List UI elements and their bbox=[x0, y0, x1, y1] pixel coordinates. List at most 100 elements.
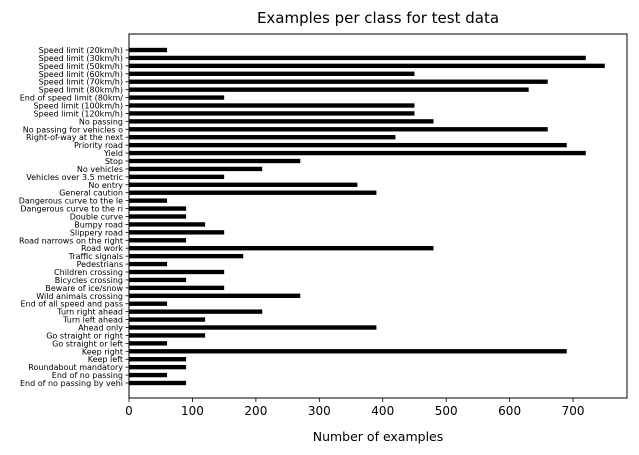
y-tick-label: Right-of-way at the next bbox=[26, 133, 123, 142]
y-tick-label: Stop bbox=[105, 157, 123, 166]
y-tick-label: End of no passing bbox=[52, 371, 123, 380]
x-tick-label: 200 bbox=[244, 404, 267, 418]
y-tick-label: Speed limit (30km/h) bbox=[39, 54, 123, 63]
bar bbox=[129, 317, 206, 322]
y-tick-label: Pedestrians bbox=[77, 260, 123, 269]
bar bbox=[129, 277, 187, 283]
y-tick-label: Roundabout mandatory bbox=[28, 363, 123, 372]
y-tick-label: Turn left ahead bbox=[62, 316, 123, 325]
bar bbox=[129, 246, 434, 251]
x-tick-label: 400 bbox=[371, 404, 394, 418]
bar bbox=[129, 87, 529, 92]
bar bbox=[129, 119, 434, 124]
bar bbox=[129, 285, 225, 291]
y-tick-label: Children crossing bbox=[54, 268, 123, 277]
bar bbox=[129, 158, 301, 164]
bar bbox=[129, 206, 187, 211]
bar bbox=[129, 293, 301, 298]
y-tick-label: Road narrows on the right bbox=[19, 236, 123, 245]
bar bbox=[129, 135, 396, 140]
bar bbox=[129, 127, 548, 132]
y-tick-label: Dangerous curve to the ri bbox=[20, 205, 123, 214]
y-tick-label: No vehicles bbox=[77, 165, 123, 174]
y-tick-label: Slippery road bbox=[70, 228, 123, 237]
y-tick-label: End of all speed and pass bbox=[20, 300, 123, 309]
bar bbox=[129, 238, 187, 243]
y-tick-label: Yield bbox=[103, 149, 123, 158]
y-tick-label: Go straight or left bbox=[52, 339, 123, 348]
y-tick-label: General caution bbox=[59, 189, 123, 198]
y-tick-label: Ahead only bbox=[78, 324, 123, 333]
bar bbox=[129, 214, 187, 219]
y-tick-label: Bicycles crossing bbox=[55, 276, 123, 285]
bar bbox=[129, 142, 567, 148]
y-tick-label: Wild animals crossing bbox=[36, 292, 123, 301]
bar bbox=[129, 253, 244, 259]
bar bbox=[129, 111, 415, 116]
bar bbox=[129, 341, 168, 346]
chart-title: Examples per class for test data bbox=[257, 9, 499, 27]
y-tick-label: No passing bbox=[79, 117, 123, 126]
y-tick-label: Keep right bbox=[82, 347, 123, 356]
bar bbox=[129, 357, 187, 362]
bar bbox=[129, 174, 225, 180]
x-tick-label: 600 bbox=[498, 404, 521, 418]
bar bbox=[129, 79, 548, 84]
bar bbox=[129, 269, 225, 275]
bar bbox=[129, 103, 415, 108]
plot-frame bbox=[128, 33, 628, 399]
y-tick-label: Speed limit (120km/h) bbox=[34, 109, 123, 118]
y-tick-label: Speed limit (60km/h) bbox=[39, 70, 123, 79]
y-tick-label: Double curve bbox=[70, 213, 123, 222]
bar bbox=[129, 71, 415, 76]
bar bbox=[129, 182, 358, 187]
y-tick-label: No entry bbox=[88, 181, 123, 190]
bar bbox=[129, 380, 187, 386]
bar bbox=[129, 63, 605, 69]
bar bbox=[129, 325, 377, 330]
bar bbox=[129, 166, 263, 172]
y-tick-label: Speed limit (80km/h) bbox=[39, 86, 123, 95]
bar bbox=[129, 47, 168, 53]
y-tick-label: Turn right ahead bbox=[56, 308, 123, 317]
bar bbox=[129, 95, 225, 100]
bar bbox=[129, 198, 168, 203]
x-tick-label: 100 bbox=[181, 404, 204, 418]
bar bbox=[129, 349, 567, 354]
y-tick-label: Priority road bbox=[74, 141, 123, 150]
bar bbox=[129, 309, 263, 314]
x-axis-ticks: 0 100 200 300 400 500 600 700 bbox=[125, 398, 585, 418]
y-tick-label: Dangerous curve to the le bbox=[19, 197, 123, 206]
y-tick-label: Traffic signals bbox=[68, 252, 123, 261]
bar bbox=[129, 222, 206, 227]
bar bbox=[129, 333, 206, 338]
x-tick-label: 700 bbox=[562, 404, 585, 418]
x-tick-label: 0 bbox=[125, 404, 133, 418]
bar bbox=[129, 261, 168, 267]
bar bbox=[129, 364, 187, 370]
y-tick-label: Beware of ice/snow bbox=[45, 284, 123, 293]
y-tick-label: Speed limit (20km/h) bbox=[39, 46, 123, 55]
bar bbox=[129, 230, 225, 235]
y-axis-ticks: Speed limit (20km/h)Speed limit (30km/h)… bbox=[19, 46, 129, 388]
bar bbox=[129, 190, 377, 195]
y-tick-label: End of speed limit (80km/ bbox=[20, 94, 124, 103]
x-tick-label: 300 bbox=[308, 404, 331, 418]
bars-layer bbox=[129, 47, 605, 386]
x-axis-label: Number of examples bbox=[313, 429, 444, 444]
y-tick-label: Speed limit (70km/h) bbox=[39, 78, 123, 87]
x-tick-label: 500 bbox=[435, 404, 458, 418]
y-tick-label: End of no passing by vehi bbox=[20, 379, 123, 388]
y-tick-label: Speed limit (100km/h) bbox=[34, 102, 123, 111]
bar bbox=[129, 372, 168, 378]
y-tick-label: Speed limit (50km/h) bbox=[39, 62, 123, 71]
bar bbox=[129, 55, 586, 61]
bar bbox=[129, 301, 168, 306]
y-tick-label: Keep left bbox=[88, 355, 123, 364]
y-tick-label: Vehicles over 3.5 metric bbox=[26, 173, 123, 182]
bar bbox=[129, 150, 586, 156]
y-tick-label: No passing for vehicles o bbox=[23, 125, 123, 134]
y-tick-label: Go straight or right bbox=[46, 331, 123, 340]
y-tick-label: Road work bbox=[81, 244, 123, 253]
